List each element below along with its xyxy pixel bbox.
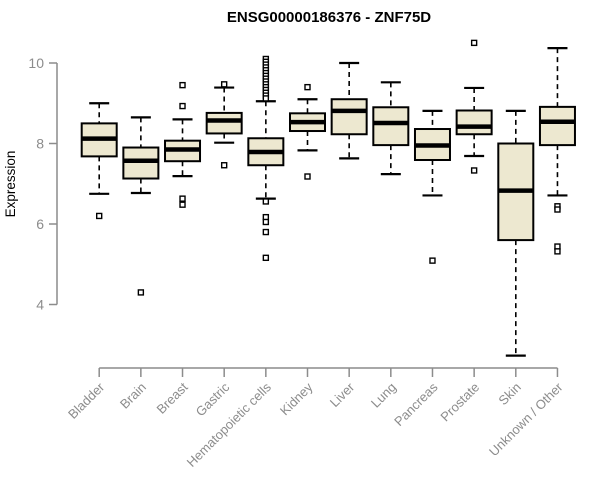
box-iqr — [330, 98, 368, 136]
outlier-point — [179, 81, 186, 89]
boxplot-prostate — [455, 39, 493, 174]
chart-title: ENSG00000186376 - ZNF75D — [227, 9, 431, 26]
box-iqr — [538, 105, 576, 147]
boxplot-bladder — [80, 102, 118, 220]
outlier-point — [262, 198, 270, 205]
outlier-point — [470, 167, 478, 174]
boxplot-skin — [497, 109, 535, 357]
outlier-point — [179, 102, 186, 110]
x-category-label: Skin — [495, 380, 523, 408]
x-category-label: Bladder — [65, 379, 108, 422]
x-category-label: Brain — [117, 380, 149, 412]
y-tick-label: 10 — [28, 55, 44, 71]
y-tick-label: 4 — [36, 297, 44, 313]
outlier-point — [220, 81, 228, 88]
outlier-point — [470, 39, 478, 47]
x-category-label: Pancreas — [391, 379, 441, 429]
outlier-point — [95, 212, 103, 220]
y-tick-label: 8 — [36, 136, 44, 152]
boxplot-gastric — [205, 81, 243, 169]
boxplot-unknown-other — [538, 47, 576, 255]
boxplot-brain — [122, 116, 160, 296]
x-category-label: Liver — [327, 379, 358, 410]
x-category-label: Lung — [368, 380, 399, 411]
outlier-point — [554, 248, 561, 255]
outlier-point — [179, 201, 186, 208]
boxplot-breast — [164, 81, 202, 208]
boxplot-lung — [372, 81, 410, 176]
x-category-label: Prostate — [437, 380, 482, 425]
outlier-point — [262, 95, 270, 102]
outlier-point — [220, 162, 228, 169]
outlier-point — [262, 254, 270, 262]
boxplot-liver — [330, 61, 368, 160]
outlier-point — [262, 228, 270, 236]
outlier-point — [137, 289, 145, 296]
boxplot-kidney — [289, 83, 326, 180]
box-iqr — [372, 106, 410, 147]
outlier-point — [304, 83, 311, 91]
x-category-label: Kidney — [277, 379, 316, 418]
outlier-point — [429, 257, 436, 264]
x-category-label: Breast — [153, 379, 190, 416]
x-category-label: Unknown / Other — [486, 379, 566, 459]
outlier-point — [262, 218, 270, 226]
x-category-label: Gastric — [193, 379, 233, 419]
boxplot-hematopoietic-cells — [247, 55, 285, 262]
boxplot-pancreas — [413, 109, 451, 264]
y-tick-label: 6 — [36, 216, 44, 232]
box-iqr — [455, 109, 493, 136]
outlier-point — [179, 195, 186, 202]
outlier-point — [304, 173, 311, 180]
y-axis-title: Expression — [3, 151, 18, 218]
outlier-point — [554, 206, 561, 213]
box-iqr — [205, 111, 243, 135]
